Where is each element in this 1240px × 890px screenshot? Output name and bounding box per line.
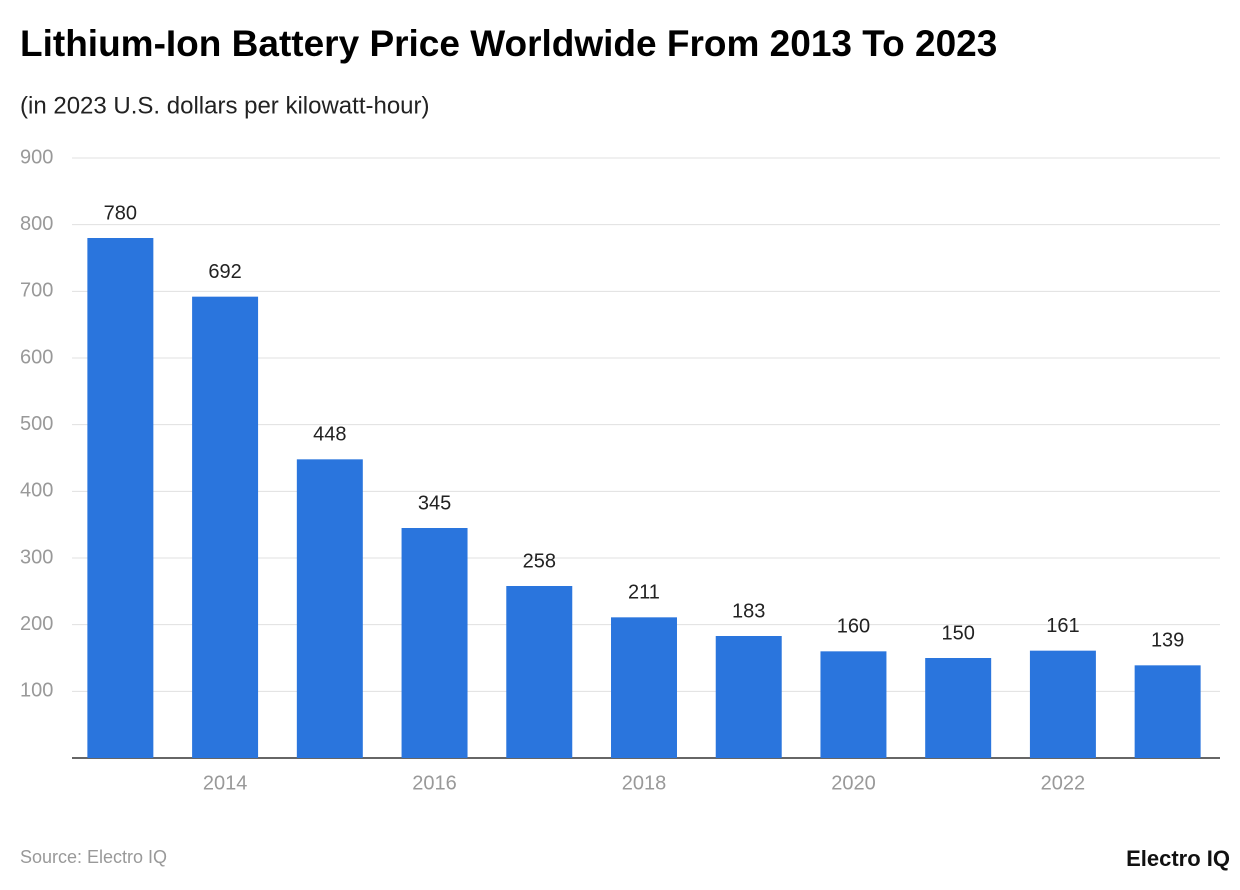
y-tick-label: 100 [20,680,53,702]
y-tick-label: 300 [20,546,53,568]
value-label: 448 [313,424,346,446]
y-tick-label: 400 [20,480,53,502]
value-label: 211 [628,582,660,604]
value-label: 139 [1151,630,1184,652]
x-tick-label: 2018 [622,772,667,794]
x-tick-label: 2016 [412,772,457,794]
bar [715,636,782,758]
x-tick-label: 2020 [831,772,876,794]
value-label: 160 [837,616,870,638]
chart-title: Lithium-Ion Battery Price Worldwide From… [20,23,997,64]
y-tick-label: 200 [20,613,53,635]
source: Source: Electro IQ [20,847,167,867]
bar [87,238,154,758]
bar [506,586,573,758]
y-tick-label: 700 [20,280,53,302]
y-tick-label: 800 [20,213,53,235]
value-label: 692 [208,261,241,283]
bar [820,651,887,758]
y-tick-label: 900 [20,146,53,168]
bar [611,617,677,758]
value-label: 150 [941,622,974,644]
value-label: 161 [1046,615,1079,637]
value-label: 258 [523,550,556,572]
bar [925,658,992,758]
y-tick-label: 500 [20,413,53,435]
chart-subtitle: (in 2023 U.S. dollars per kilowatt-hour) [20,92,430,119]
value-label: 780 [104,202,137,224]
bar [1134,665,1201,758]
y-tick-label: 600 [20,346,53,368]
bar [1029,650,1096,758]
x-tick-label: 2014 [203,772,248,794]
value-label: 345 [418,492,451,514]
value-label: 183 [732,600,765,622]
logo: Electro IQ [1126,846,1230,871]
bar [296,459,363,758]
bar [192,296,259,758]
bar [401,528,468,758]
x-tick-label: 2022 [1041,772,1086,794]
